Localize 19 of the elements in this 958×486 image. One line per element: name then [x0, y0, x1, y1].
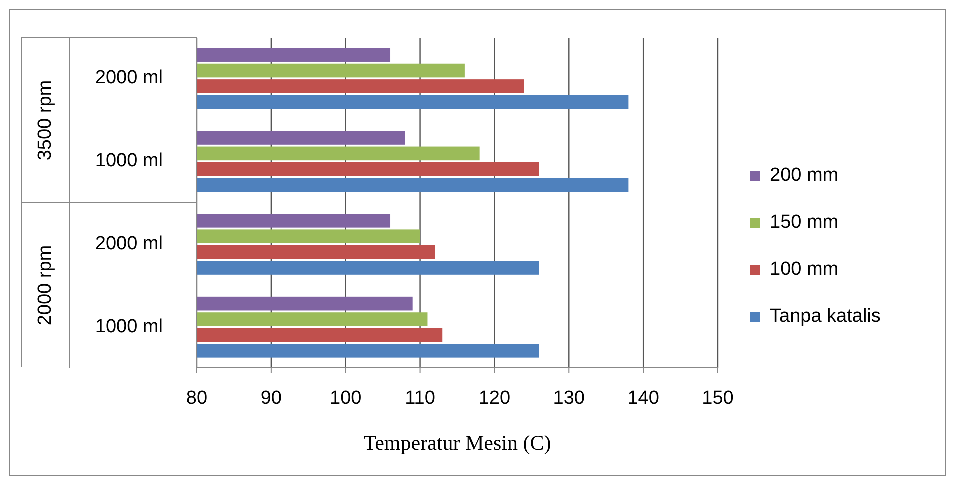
y-tick-label: 1000 ml: [95, 316, 163, 338]
y-tick-label: 2000 ml: [95, 68, 163, 89]
legend-label: 100 mm: [770, 259, 839, 280]
y-tick-label: 2000 ml: [95, 233, 163, 254]
x-tick-label: 90: [260, 388, 282, 409]
x-tick-label: 80: [186, 388, 208, 409]
x-tick-label: 100: [330, 388, 362, 409]
legend-label: 150 mm: [770, 212, 839, 234]
text: 2000 rpm: [35, 245, 56, 326]
y-tick-label: 1000 ml: [95, 150, 163, 172]
text: 3500 rpm: [35, 80, 56, 161]
x-tick-label: 130: [553, 388, 585, 409]
x-tick-label: 120: [478, 388, 511, 409]
x-axis-title: Temperatur Mesin (C): [364, 431, 552, 455]
legend-label: 200 mm: [770, 165, 839, 186]
x-tick-label: 150: [702, 388, 734, 409]
x-tick-label: 140: [628, 388, 660, 409]
x-tick-label: 110: [405, 388, 436, 409]
legend-label: Tanpa katalis: [770, 306, 881, 328]
